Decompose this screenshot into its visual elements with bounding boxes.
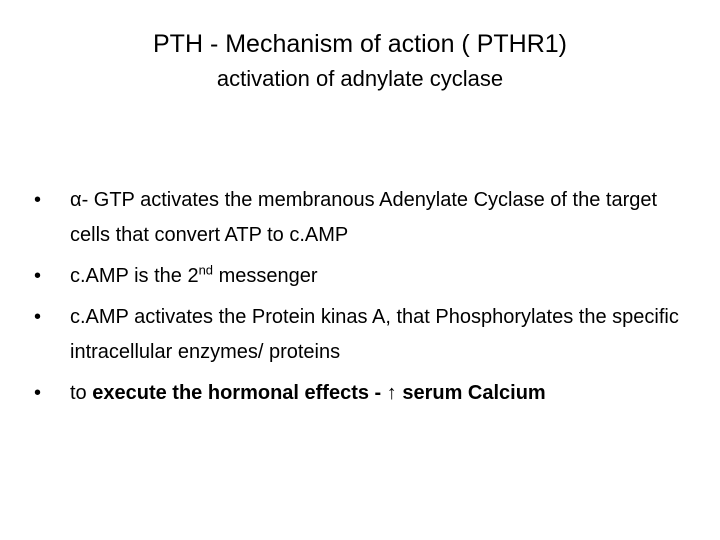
title-block: PTH - Mechanism of action ( PTHR1) activ… bbox=[0, 0, 720, 93]
slide-title: PTH - Mechanism of action ( PTHR1) bbox=[0, 28, 720, 62]
bullet-text: to bbox=[70, 382, 92, 404]
slide-subtitle: activation of adnylate cyclase bbox=[0, 64, 720, 94]
slide: PTH - Mechanism of action ( PTHR1) activ… bbox=[0, 0, 720, 540]
bullet-list: α- GTP activates the membranous Adenylat… bbox=[30, 183, 690, 411]
bullet-text: c.AMP is the 2 bbox=[70, 265, 199, 287]
list-item: c.AMP is the 2nd messenger bbox=[30, 259, 690, 294]
list-item: α- GTP activates the membranous Adenylat… bbox=[30, 183, 690, 253]
bullet-text: α- GTP activates the membranous Adenylat… bbox=[70, 189, 657, 246]
bullet-sup: nd bbox=[199, 263, 213, 278]
list-item: c.AMP activates the Protein kinas A, tha… bbox=[30, 300, 690, 370]
content-area: α- GTP activates the membranous Adenylat… bbox=[0, 183, 720, 411]
list-item: to execute the hormonal effects - ↑ seru… bbox=[30, 376, 690, 411]
bullet-text: c.AMP activates the Protein kinas A, tha… bbox=[70, 306, 679, 363]
bullet-text-post: messenger bbox=[213, 265, 318, 287]
bullet-bold: execute the hormonal effects - ↑ serum C… bbox=[92, 382, 545, 404]
